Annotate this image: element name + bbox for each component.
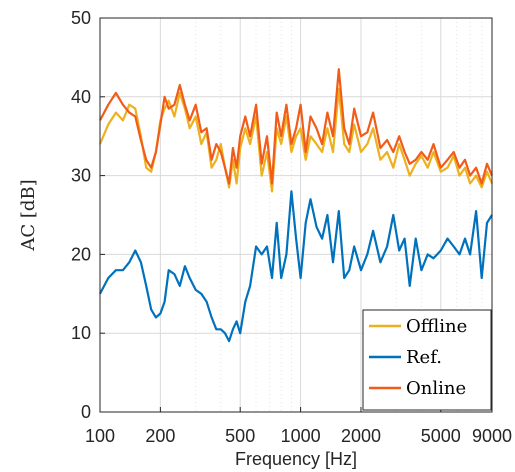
x-tick-label: 5000 [421,426,461,446]
x-tick-label: 9000 [472,426,512,446]
series-line-online [99,68,494,185]
y-tick-label: 30 [71,166,91,186]
series-line-offline [98,87,494,193]
x-tick-label: 100 [85,426,115,446]
ticks: 100 200 500 1000 2000 5000 9000 0 10 20 30 40 50 [71,8,512,446]
legend-label-online: Online [406,378,466,399]
series-line-ref [99,190,493,343]
y-tick-label: 40 [71,87,91,107]
legend-label-offline: Offline [406,316,467,337]
legend: Offline Ref. Online [362,309,492,411]
y-axis-title: AC [dB] [18,179,39,251]
plot-frame [99,17,493,413]
series-lines [98,68,494,343]
y-tick-label: 50 [71,8,91,28]
y-tick-label: 20 [71,244,91,264]
x-axis-title: Frequency [Hz] [235,449,357,469]
x-tick-label: 200 [145,426,175,446]
legend-label-ref: Ref. [406,347,442,368]
x-tick-label: 2000 [341,426,381,446]
x-tick-label: 1000 [281,426,321,446]
y-tick-label: 10 [71,323,91,343]
x-tick-label: 500 [225,426,255,446]
y-tick-label: 0 [81,402,91,422]
